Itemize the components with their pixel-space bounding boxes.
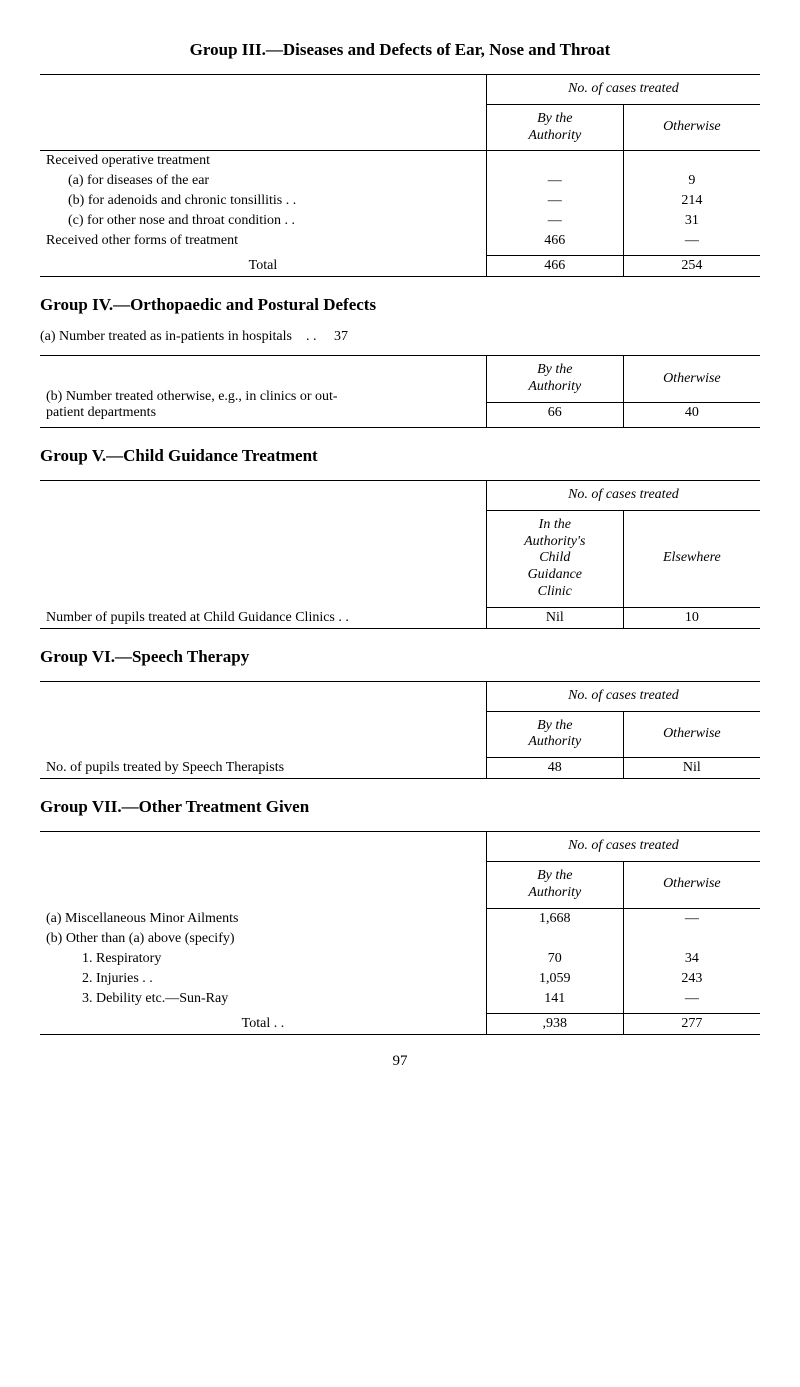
- g3-row-2-v2: 214: [623, 191, 760, 211]
- g3-col2: Otherwise: [623, 104, 760, 151]
- group-3-table: No. of cases treated By the Authority Ot…: [40, 74, 760, 277]
- g3-row-1-v1: —: [486, 171, 623, 191]
- g7-col2: Otherwise: [623, 861, 760, 908]
- group-6-title: Group VI.—Speech Therapy: [40, 647, 760, 667]
- g3-row-1-v2: 9: [623, 171, 760, 191]
- g3-row-1: (a) for diseases of the ear: [40, 171, 486, 191]
- g3-row-2: (b) for adenoids and chronic tonsillitis…: [40, 191, 486, 211]
- group-6-table: No. of cases treated By the Authority Ot…: [40, 681, 760, 779]
- g7-row-1-v1: [486, 929, 623, 949]
- g3-row-0-v2: [623, 151, 760, 172]
- g7-row-0-v1: 1,668: [486, 908, 623, 929]
- g5-col1: In the Authority's Child Guidance Clinic: [486, 510, 623, 607]
- g7-row-4-v1: 141: [486, 989, 623, 1009]
- g7-row-0: (a) Miscellaneous Minor Ailments: [40, 908, 486, 929]
- g4-line-a: (a) Number treated as in-patients in hos…: [40, 329, 760, 345]
- g4-row-b-label: (b) Number treated otherwise, e.g., in c…: [40, 356, 486, 423]
- g3-total-v1: 466: [486, 256, 623, 277]
- group-5-table: No. of cases treated In the Authority's …: [40, 480, 760, 629]
- g3-total-label: Total: [40, 256, 486, 277]
- group-7-table: No. of cases treated By the Authority Ot…: [40, 831, 760, 1034]
- g7-row-4-v2: —: [623, 989, 760, 1009]
- g4-line-a-label: (a) Number treated as in-patients in hos…: [40, 329, 292, 344]
- g5-row-v2: 10: [623, 607, 760, 628]
- g6-col2: Otherwise: [623, 711, 760, 758]
- group-4-title: Group IV.—Orthopaedic and Postural Defec…: [40, 295, 760, 315]
- g7-span-header: No. of cases treated: [486, 832, 760, 862]
- g7-total-v1: ,938: [486, 1013, 623, 1034]
- group-7-title: Group VII.—Other Treatment Given: [40, 797, 760, 817]
- g7-total-label: Total . .: [40, 1013, 486, 1034]
- g3-span-header: No. of cases treated: [486, 75, 760, 105]
- g3-row-0-v1: [486, 151, 623, 172]
- g3-col1: By the Authority: [486, 104, 623, 151]
- g3-row-3: (c) for other nose and throat condition …: [40, 211, 486, 231]
- g7-row-1-v2: [623, 929, 760, 949]
- g6-row-v2: Nil: [623, 758, 760, 779]
- group-3-title: Group III.—Diseases and Defects of Ear, …: [40, 40, 760, 60]
- g7-row-4: 3. Debility etc.—Sun-Ray: [40, 989, 486, 1009]
- group-5-title: Group V.—Child Guidance Treatment: [40, 446, 760, 466]
- g3-row-2-v1: —: [486, 191, 623, 211]
- g7-row-2-v2: 34: [623, 949, 760, 969]
- g7-row-3-v2: 243: [623, 969, 760, 989]
- g7-row-0-v2: —: [623, 908, 760, 929]
- g7-row-3: 2. Injuries . .: [40, 969, 486, 989]
- g3-total-v2: 254: [623, 256, 760, 277]
- g3-row-4-v1: 466: [486, 231, 623, 251]
- g5-row-v1: Nil: [486, 607, 623, 628]
- g7-total-v2: 277: [623, 1013, 760, 1034]
- g3-row-0: Received operative treatment: [40, 151, 486, 172]
- g6-col1: By the Authority: [486, 711, 623, 758]
- g3-row-4-v2: —: [623, 231, 760, 251]
- g7-row-1: (b) Other than (a) above (specify): [40, 929, 486, 949]
- g6-row-label: No. of pupils treated by Speech Therapis…: [40, 758, 486, 779]
- g6-span-header: No. of cases treated: [486, 681, 760, 711]
- g5-col2: Elsewhere: [623, 510, 760, 607]
- g7-row-2-v1: 70: [486, 949, 623, 969]
- g7-row-2: 1. Respiratory: [40, 949, 486, 969]
- g3-row-4: Received other forms of treatment: [40, 231, 486, 251]
- g4-col2: Otherwise: [623, 356, 760, 403]
- g5-row-label: Number of pupils treated at Child Guidan…: [40, 607, 486, 628]
- g6-row-v1: 48: [486, 758, 623, 779]
- g3-row-3-v1: —: [486, 211, 623, 231]
- group-4-table: (b) Number treated otherwise, e.g., in c…: [40, 355, 760, 428]
- g4-row-b-v2: 40: [623, 402, 760, 423]
- g3-row-3-v2: 31: [623, 211, 760, 231]
- g4-line-a-val: 37: [334, 329, 348, 344]
- g4-row-b-v1: 66: [486, 402, 623, 423]
- g7-col1: By the Authority: [486, 861, 623, 908]
- page-number: 97: [40, 1053, 760, 1070]
- g5-span-header: No. of cases treated: [486, 480, 760, 510]
- g4-col1: By the Authority: [486, 356, 623, 403]
- g7-row-3-v1: 1,059: [486, 969, 623, 989]
